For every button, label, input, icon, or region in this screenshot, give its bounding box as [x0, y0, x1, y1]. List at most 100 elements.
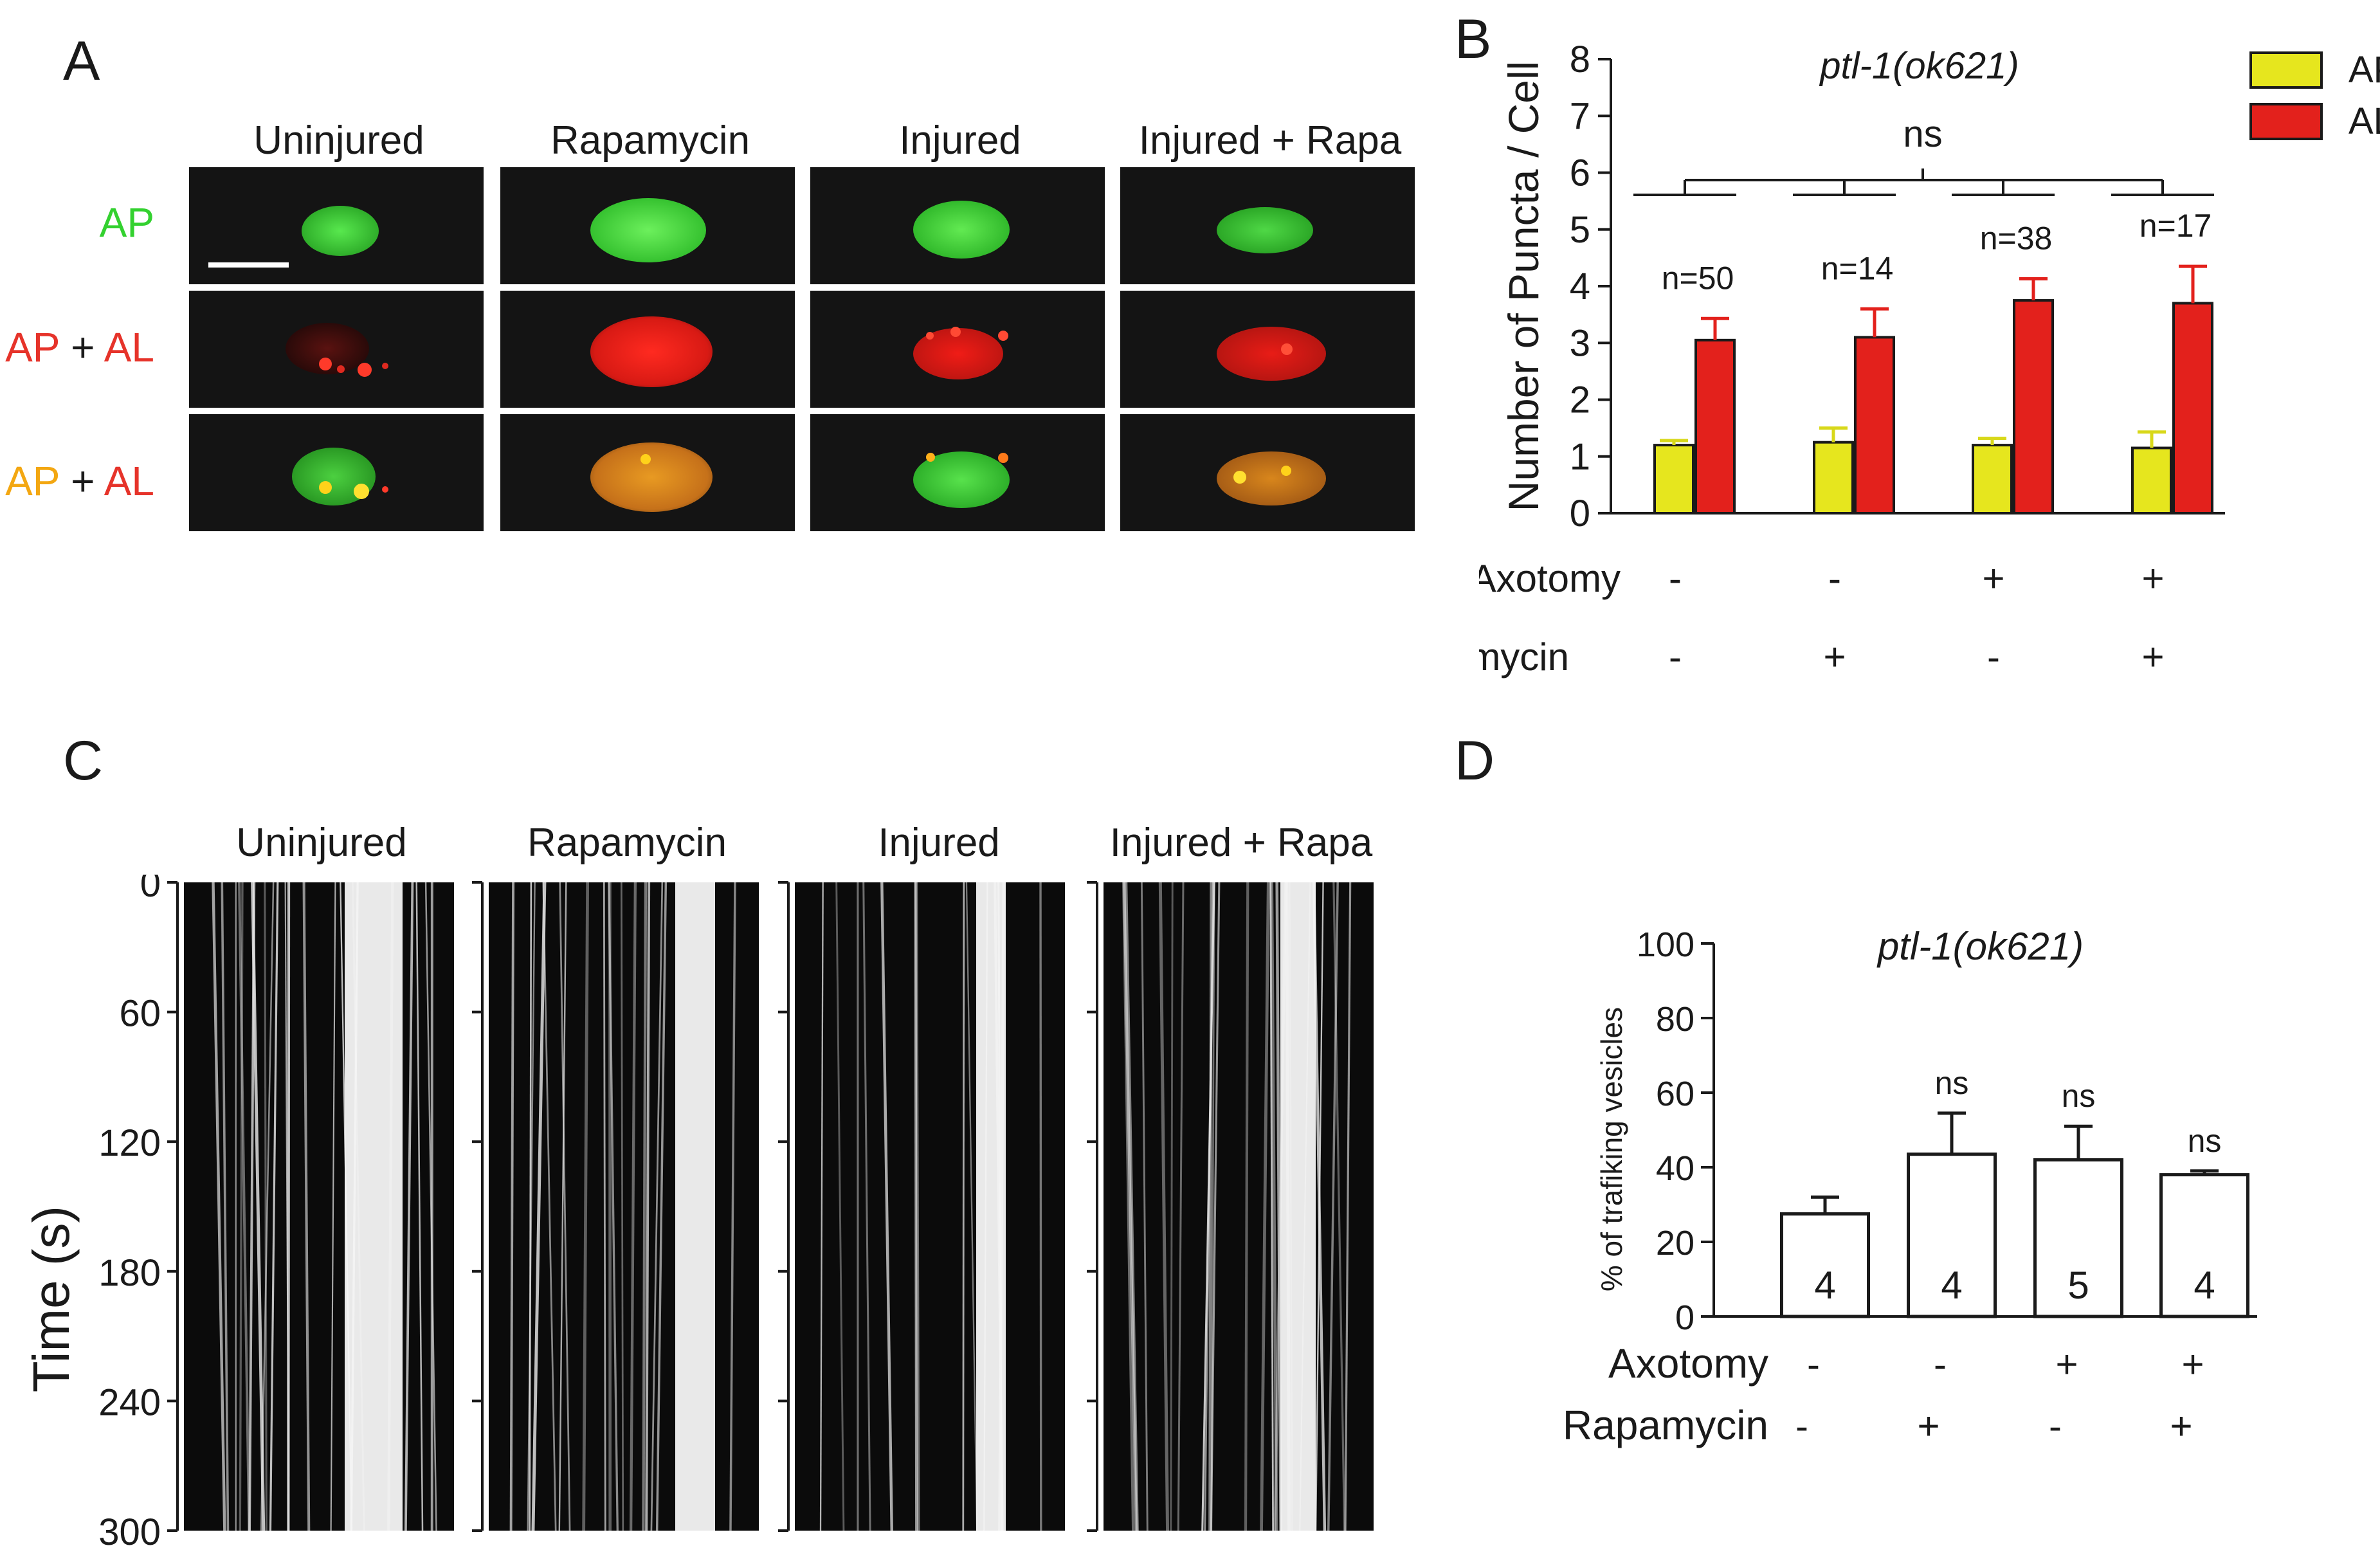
bar-ap [2131, 446, 2172, 515]
condition-value: + [1982, 557, 2004, 600]
vesicle-trace [284, 882, 290, 1531]
vesicle-trace [1244, 882, 1249, 1531]
vesicle-trace [729, 882, 736, 1531]
vesicle-trace [1122, 882, 1138, 1531]
y-tick-label: 8 [1570, 39, 1590, 80]
condition-value: - [1795, 1405, 1808, 1448]
vesicle-trace [239, 882, 244, 1531]
condition-value: - [1669, 557, 1682, 600]
vesicle-trace [1315, 882, 1324, 1531]
vesicle-trace [302, 882, 311, 1531]
condition-value: - [1669, 635, 1682, 678]
vesicle-trace [1332, 882, 1346, 1531]
cell-soma [1217, 327, 1326, 381]
time-tick-label: 240 [98, 1381, 161, 1423]
significance-label: ns [2062, 1078, 2096, 1114]
y-tick-label: 3 [1570, 322, 1590, 364]
kymograph-traces [819, 882, 1042, 1531]
vesicle-trace [914, 882, 918, 1531]
legend-label: AP [2348, 49, 2380, 91]
micrograph-injured-rapa-ap-al [1120, 291, 1415, 408]
vesicle-trace [269, 882, 279, 1531]
chart-title: ptl-1(ok621) [1876, 925, 2084, 968]
significance-label: ns [1935, 1065, 1969, 1101]
time-tick-label: 300 [98, 1511, 161, 1553]
n-label: n=50 [1662, 260, 1734, 296]
y-axis-label: Number of Puncta / Cell [1500, 61, 1547, 512]
vesicle-trace [582, 882, 590, 1531]
vesicle-trace [238, 882, 251, 1531]
condition-label: Axotomy [1608, 1340, 1768, 1387]
punctum [1233, 471, 1246, 484]
punctum [1281, 343, 1293, 355]
vesicle-trace [404, 882, 414, 1531]
bar-count-label: 5 [2067, 1264, 2089, 1307]
punctum [358, 363, 372, 377]
vesicle-trace [1158, 882, 1170, 1531]
bar [2033, 1158, 2123, 1318]
condition-label: Rapamycin [1563, 1402, 1768, 1448]
time-tick-label: 120 [98, 1122, 161, 1164]
vesicle-trace [629, 882, 637, 1531]
vesicle-trace [650, 882, 664, 1531]
kymograph-uninjured [184, 882, 454, 1531]
bar-al [2013, 299, 2054, 514]
bar-count-label: 4 [1941, 1264, 1962, 1307]
vesicle-trace [330, 882, 336, 1531]
micrograph-injured-ap-al [810, 291, 1105, 408]
stationary-band [1280, 882, 1316, 1531]
vesicle-trace [1208, 882, 1213, 1531]
panel-d-letter: D [1455, 730, 1495, 792]
y-tick-label: 40 [1656, 1149, 1694, 1188]
puncta-bar-chart: 0 1 2 3 4 5 6 7 8 Number of Puncta / Cell ptl-1(ok… [1479, 39, 2380, 678]
bar-count-label: 4 [2194, 1264, 2215, 1307]
punctum [998, 331, 1008, 341]
condition-label: Axotomy [1479, 557, 1621, 600]
cell-soma [590, 316, 713, 387]
kymograph-injured-rapa [1104, 882, 1374, 1531]
vesicle-trace [1270, 882, 1278, 1531]
kymograph-rapamycin [489, 882, 759, 1531]
vesicle-trace [1140, 882, 1149, 1531]
panel-a-column-title: Injured + Rapa [1138, 118, 1402, 163]
vesicle-trace [835, 882, 845, 1531]
condition-value: + [2141, 557, 2164, 600]
chart-title: ptl-1(ok621) [1819, 45, 2019, 87]
vesicle-trace [251, 882, 266, 1531]
vesicle-trace [527, 882, 536, 1531]
kymograph-traces [1122, 882, 1352, 1531]
y-tick-label: 7 [1570, 95, 1590, 137]
vesicle-trace [509, 882, 515, 1531]
trafficking-bar-chart: 0 20 40 60 80 100 % of trafiking vesicles ptl-1… [1563, 925, 2257, 1448]
vesicle-trace [642, 882, 648, 1531]
micrograph-uninjured-ap-al [189, 291, 484, 408]
panel-b-letter: B [1455, 8, 1492, 70]
punctum [640, 454, 651, 464]
micrograph-uninjured-ap [189, 167, 484, 284]
vesicle-trace [415, 882, 424, 1531]
kymograph-traces [509, 882, 736, 1531]
y-tick-label: 100 [1637, 925, 1694, 964]
vesicle-trace [1177, 882, 1185, 1531]
legend-swatch-ap [2249, 51, 2323, 89]
n-label: n=14 [1821, 250, 1894, 286]
condition-value: + [2141, 635, 2164, 678]
condition-value: - [1934, 1343, 1947, 1386]
panel-a-letter: A [63, 30, 100, 92]
vesicle-trace [965, 882, 978, 1531]
vesicle-trace [1210, 882, 1221, 1531]
y-tick-label: 5 [1570, 209, 1590, 251]
panel-a-column-title: Injured [899, 118, 1021, 163]
condition-value: + [2055, 1343, 2078, 1386]
bar-count-label: 4 [1814, 1264, 1835, 1307]
n-label: n=17 [2139, 208, 2212, 244]
vesicle-trace [1269, 882, 1275, 1531]
panel-c-letter: C [63, 730, 104, 792]
panel-a-column-title: Uninjured [253, 118, 424, 163]
micrograph-uninjured-merge [189, 414, 484, 531]
micrograph-injured-merge [810, 414, 1105, 531]
vesicle-trace [542, 882, 557, 1531]
legend-label: AL [2348, 100, 2380, 142]
time-tick-label: 60 [119, 993, 161, 1035]
